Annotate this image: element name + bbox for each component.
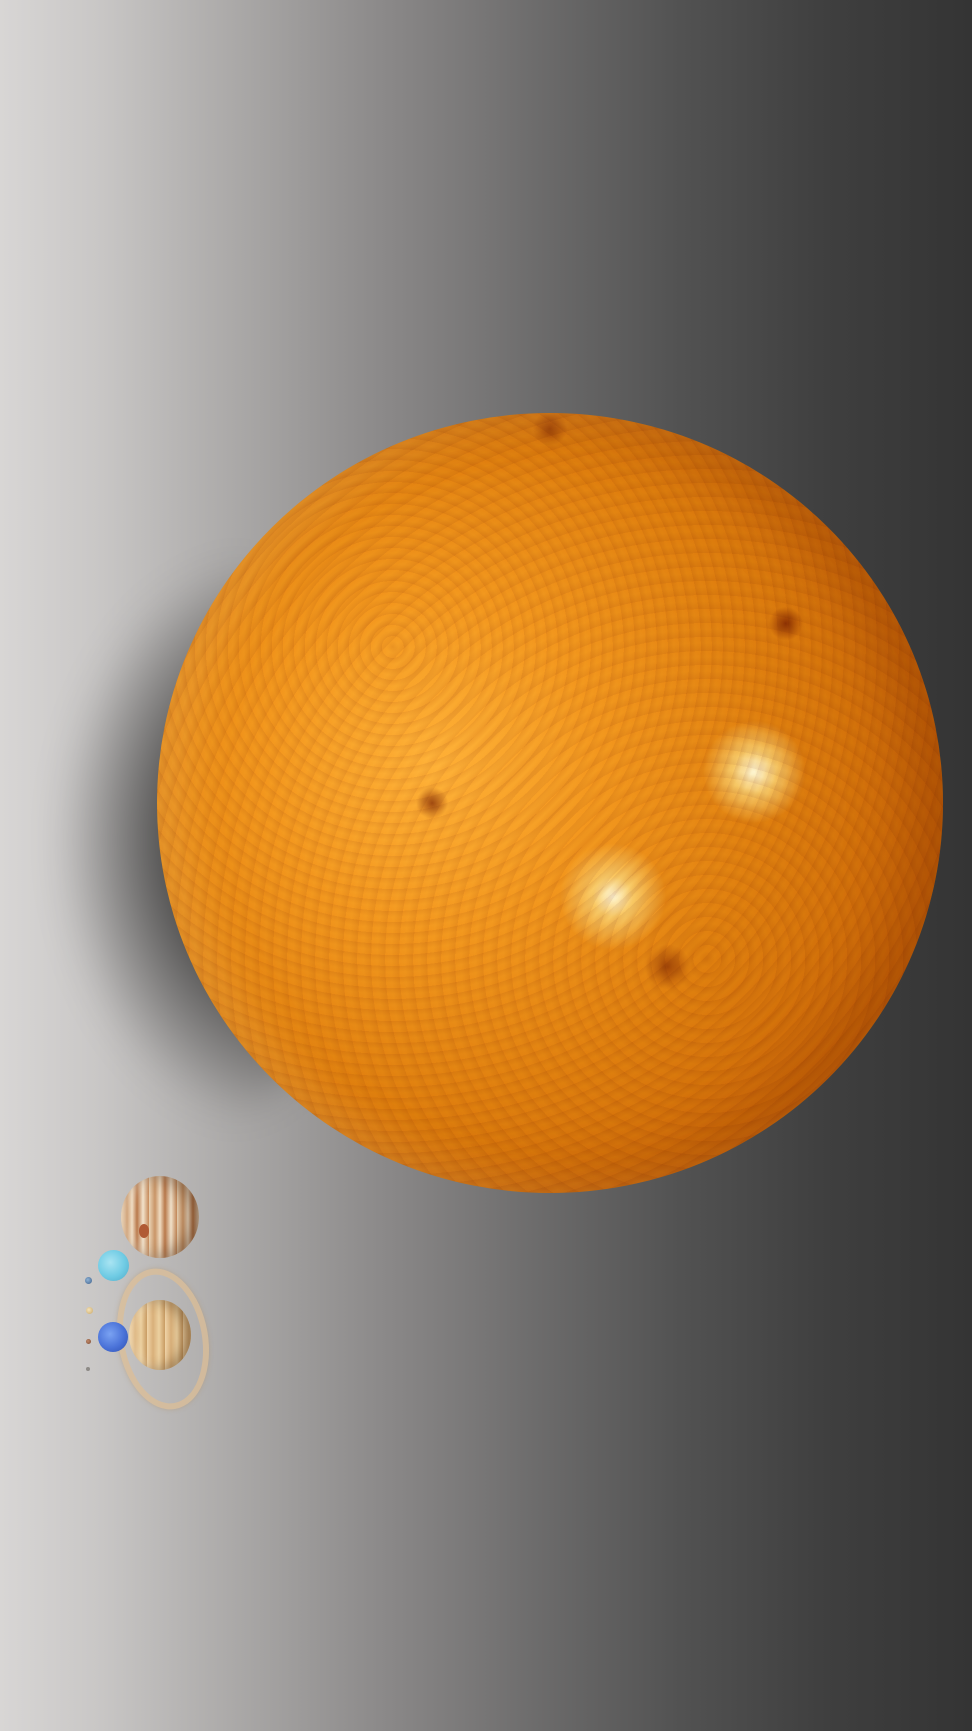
mars: [86, 1339, 91, 1344]
jupiter-great-red-spot: [139, 1224, 149, 1238]
sun-surface-texture: [157, 413, 943, 1193]
jupiter: [121, 1176, 199, 1258]
venus: [86, 1307, 93, 1314]
uranus: [98, 1250, 129, 1281]
saturn: [129, 1300, 191, 1370]
earth: [85, 1277, 92, 1284]
mercury: [86, 1367, 90, 1371]
sun: [157, 413, 943, 1193]
neptune: [98, 1322, 128, 1352]
